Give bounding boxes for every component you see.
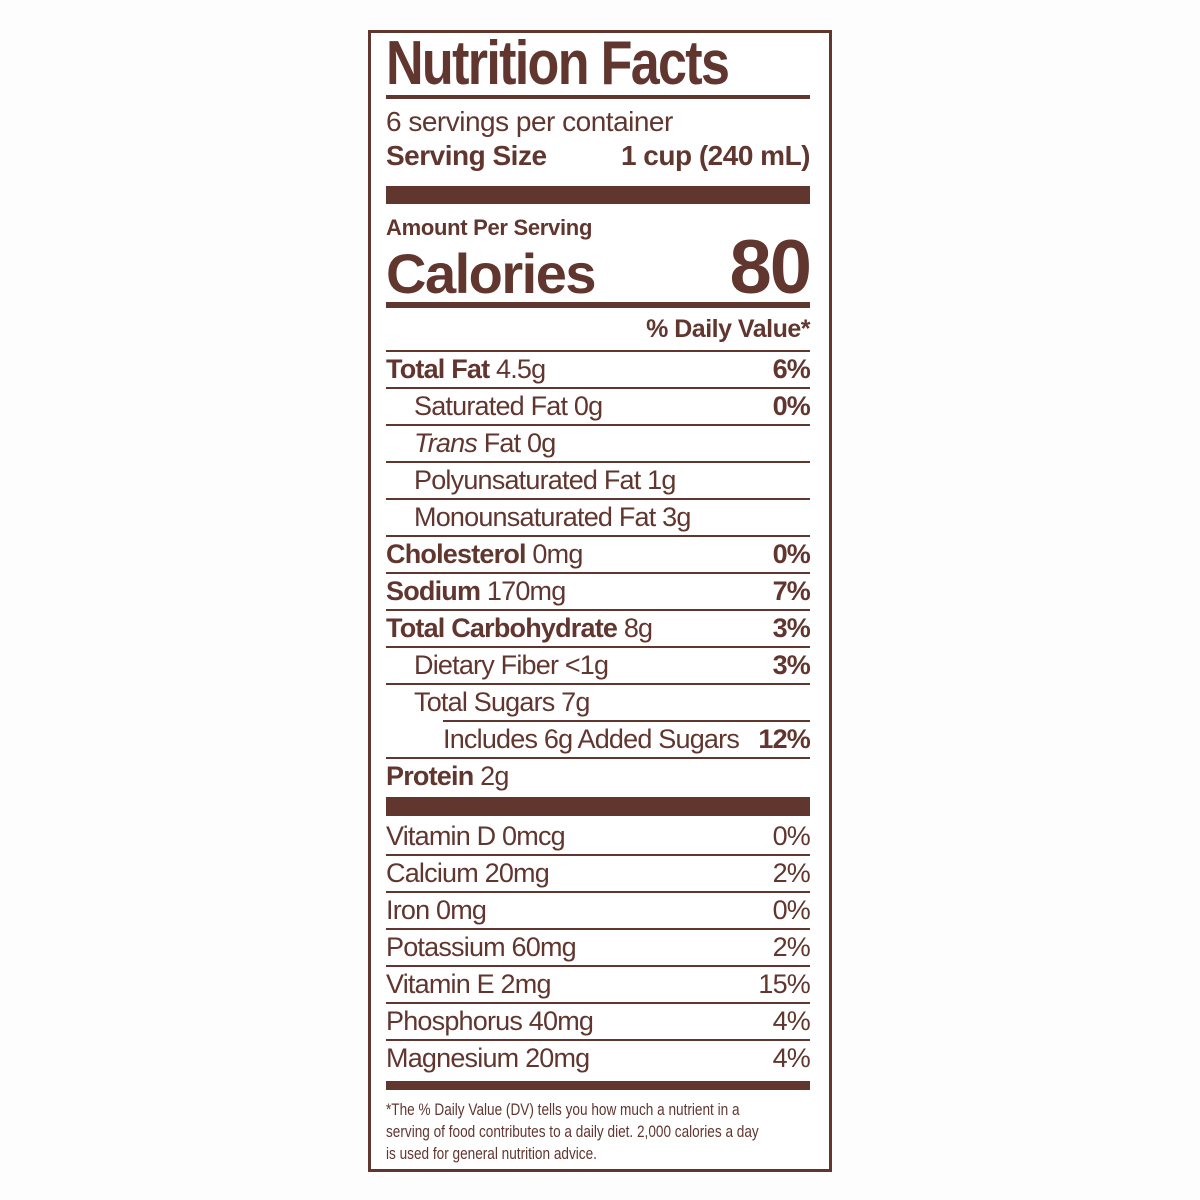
nutrient-row: Total Sugars 7g [386,683,810,720]
nutrient-name: Vitamin E 2mg [386,969,551,999]
daily-value-percent: 0% [772,391,811,421]
nutrient-rows-section: Total Fat 4.5g 6% Saturated Fat 0g 0% Trans … [386,352,811,794]
nutrient-name: Dietary Fiber <1g [414,650,609,680]
nutrient-name: Phosphorus 40mg [386,1006,594,1036]
footnote-line: serving of food contributes to a daily d… [386,1122,759,1141]
footnote-line: *The % Daily Value (DV) tells you how mu… [386,1100,740,1119]
nutrient-name: Calcium 20mg [386,858,550,888]
servings-per-container: 6 servings per container [386,106,673,137]
daily-value-header: % Daily Value* [386,308,811,352]
nutrient-name: Sodium 170mg [386,576,566,606]
footnote-line: is used for general nutrition advice. [386,1144,597,1163]
nutrient-name: Monounsaturated Fat 3g [414,502,691,532]
daily-value-percent: 0% [772,539,811,569]
title-divider-rule [386,95,810,99]
nutrient-name: Includes 6g Added Sugars [443,724,740,754]
nutrient-name: Trans Fat 0g [414,428,556,458]
daily-value-percent: 6% [772,354,811,384]
nutrient-name: Iron 0mg [386,895,487,925]
daily-value-percent: 4% [772,1006,811,1036]
nutrient-row: Includes 6g Added Sugars 12% [443,720,811,757]
vitamin-row: Phosphorus 40mg 4% [386,1002,811,1039]
daily-value-percent: 2% [772,858,811,888]
daily-value-percent: 0% [772,821,811,851]
serving-size-label: Serving Size [386,140,547,171]
nutrient-row: Polyunsaturated Fat 1g [386,461,810,498]
daily-value-percent: 3% [772,650,811,680]
vitamin-row: Vitamin E 2mg 15% [386,965,811,1002]
nutrition-facts-title: Nutrition Facts [386,30,810,98]
amount-per-serving-label: Amount Per Serving [386,215,593,240]
nutrient-name: Total Sugars 7g [414,687,590,717]
footnote-divider-bar [386,1081,810,1090]
nutrient-name: Total Fat 4.5g [386,354,546,384]
daily-value-percent: 15% [758,969,810,999]
nutrient-row: Saturated Fat 0g 0% [386,387,811,424]
calories-row: Calories 80 [386,225,812,310]
vitamin-row: Calcium 20mg 2% [386,854,811,891]
daily-value-footnote: *The % Daily Value (DV) tells you how mu… [386,1099,810,1165]
nutrient-row: Total Carbohydrate 8g 3% [386,609,811,646]
nutrient-row: Trans Fat 0g [386,424,810,461]
daily-value-percent: 7% [772,576,811,606]
daily-value-percent: 0% [772,895,811,925]
nutrition-facts-label: Nutrition Facts 6 servings per container… [368,30,832,1172]
nutrient-name: Polyunsaturated Fat 1g [414,465,676,495]
nutrient-name: Cholesterol 0mg [386,539,583,569]
serving-section-divider-bar [386,186,810,204]
nutrient-row: Cholesterol 0mg 0% [386,535,811,572]
nutrient-name: Potassium 60mg [386,932,577,962]
vitamin-row: Iron 0mg 0% [386,891,811,928]
nutrient-name: Vitamin D 0mcg [386,821,566,851]
nutrient-name: Total Carbohydrate 8g [386,613,653,643]
daily-value-percent: 3% [772,613,811,643]
daily-value-percent: 12% [758,724,810,754]
serving-size-row: Serving Size 1 cup (240 mL) [386,140,811,172]
daily-value-percent: 2% [772,932,811,962]
calories-value: 80 [729,225,812,310]
nutrient-row: Sodium 170mg 7% [386,572,811,609]
nutrient-name: Saturated Fat 0g [414,391,603,421]
vitamin-row: Magnesium 20mg 4% [386,1039,811,1076]
calories-divider-rule [386,302,810,308]
nutrient-row: Total Fat 4.5g 6% [386,352,811,387]
nutrient-row: Protein 2g [386,757,810,794]
nutrient-row: Dietary Fiber <1g 3% [386,646,811,683]
vitamin-row: Vitamin D 0mcg 0% [386,819,811,854]
daily-value-percent: 4% [772,1043,811,1073]
protein-section-divider-bar [386,797,810,816]
nutrition-facts-title-text: Nutrition Facts [386,30,730,98]
nutrient-name: Protein 2g [386,761,509,791]
vitamin-row: Potassium 60mg 2% [386,928,811,965]
vitamin-rows-section: Vitamin D 0mcg 0% Calcium 20mg 2% Iron 0mg 0%… [386,819,811,1076]
serving-size-value: 1 cup (240 mL) [620,140,811,171]
nutrient-row: Monounsaturated Fat 3g [386,498,810,535]
calories-label: Calories [386,242,597,305]
nutrient-name: Magnesium 20mg [386,1043,590,1073]
